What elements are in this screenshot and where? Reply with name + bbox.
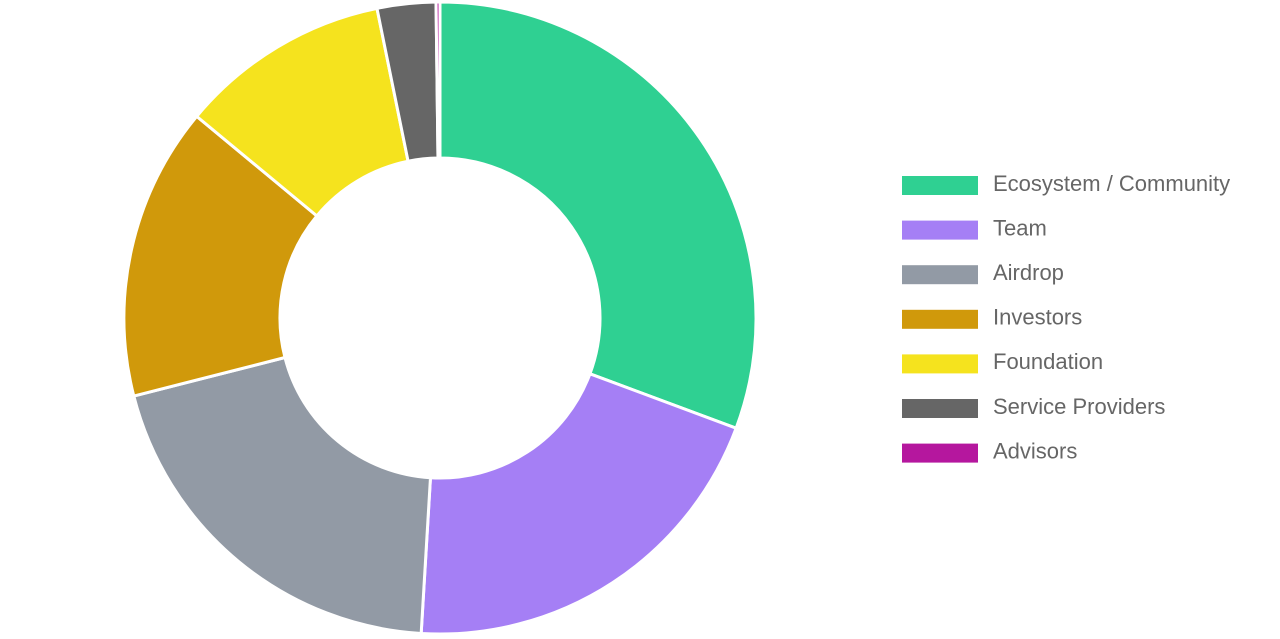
legend-label: Advisors: [993, 438, 1077, 463]
slice: [419, 371, 739, 636]
legend-label: Ecosystem / Community: [993, 171, 1230, 196]
slice: [434, 0, 442, 160]
legend-label: Service Providers: [993, 394, 1165, 419]
slice: [438, 0, 758, 431]
legend-swatch: [902, 443, 978, 463]
legend-label: Airdrop: [993, 260, 1064, 285]
slice: [122, 114, 319, 398]
legend-swatch: [902, 354, 978, 374]
legend-label: Foundation: [993, 349, 1103, 374]
legend-label: Team: [993, 215, 1047, 240]
legend-swatch: [902, 220, 978, 240]
legend-swatch: [902, 265, 978, 285]
legend-label: Investors: [993, 305, 1082, 330]
legend-swatch: [902, 309, 978, 329]
legend-swatch: [902, 399, 978, 418]
legend-swatch: [902, 176, 978, 195]
slice: [131, 355, 433, 636]
